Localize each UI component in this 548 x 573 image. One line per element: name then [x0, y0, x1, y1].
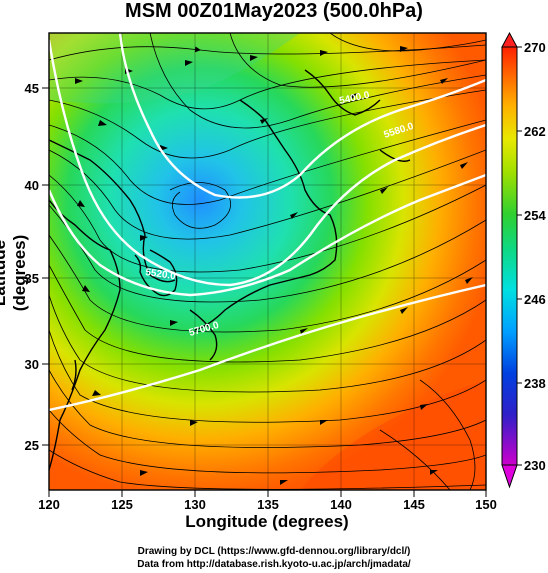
contour-5520 — [49, 39, 486, 287]
colorbar-tick-label: 238 — [524, 376, 546, 391]
colorbar-max-triangle — [501, 31, 518, 48]
coastlines — [49, 69, 411, 471]
contour-5580 — [49, 173, 486, 297]
colorbar-tick-label: 254 — [524, 208, 546, 223]
y-tick-label: 40 — [25, 178, 39, 193]
contour-label: 5520.0 — [145, 267, 177, 282]
x-tick-label: 135 — [257, 497, 279, 512]
y-tick-label: 35 — [25, 271, 39, 286]
y-tick-label: 30 — [25, 357, 39, 372]
y-axis-label: Latitude (degrees) — [0, 234, 29, 312]
contour-5700 — [49, 283, 486, 412]
x-tick-label: 145 — [403, 497, 425, 512]
colorbar-tick-label: 262 — [524, 124, 546, 139]
credit-line-2: Data from http://database.rish.kyoto-u.a… — [137, 559, 411, 570]
height-contours — [49, 33, 486, 412]
x-tick-labels: 120 125 130 135 140 145 150 — [38, 497, 497, 512]
x-tick-label: 130 — [184, 497, 206, 512]
x-tick-label: 125 — [111, 497, 133, 512]
colorbar-body — [501, 46, 518, 466]
colorbar-tick-label: 246 — [524, 292, 546, 307]
streamlines — [49, 33, 486, 490]
colorbar-tick-label: 270 — [524, 40, 546, 55]
y-tick-labels: 45 40 35 30 25 — [25, 81, 39, 453]
axis-ticks — [42, 87, 487, 497]
colorbar: 270 262 254 246 238 230 — [501, 31, 546, 489]
credit-line-1: Drawing by DCL (https://www.gfd-dennou.o… — [137, 546, 411, 557]
colorbar-min-triangle — [501, 464, 518, 489]
x-tick-label: 150 — [475, 497, 497, 512]
map-title: MSM 00Z01May2023 (500.0hPa) — [125, 0, 423, 22]
contour-5400 — [118, 33, 486, 199]
warm-region-southeast — [300, 380, 486, 490]
x-tick-label: 140 — [330, 497, 352, 512]
y-tick-label: 25 — [25, 438, 39, 453]
colorbar-tick-label: 230 — [524, 458, 546, 473]
y-tick-label: 45 — [25, 81, 39, 96]
x-tick-label: 120 — [38, 497, 60, 512]
x-axis-label: Longitude (degrees) — [185, 512, 349, 531]
